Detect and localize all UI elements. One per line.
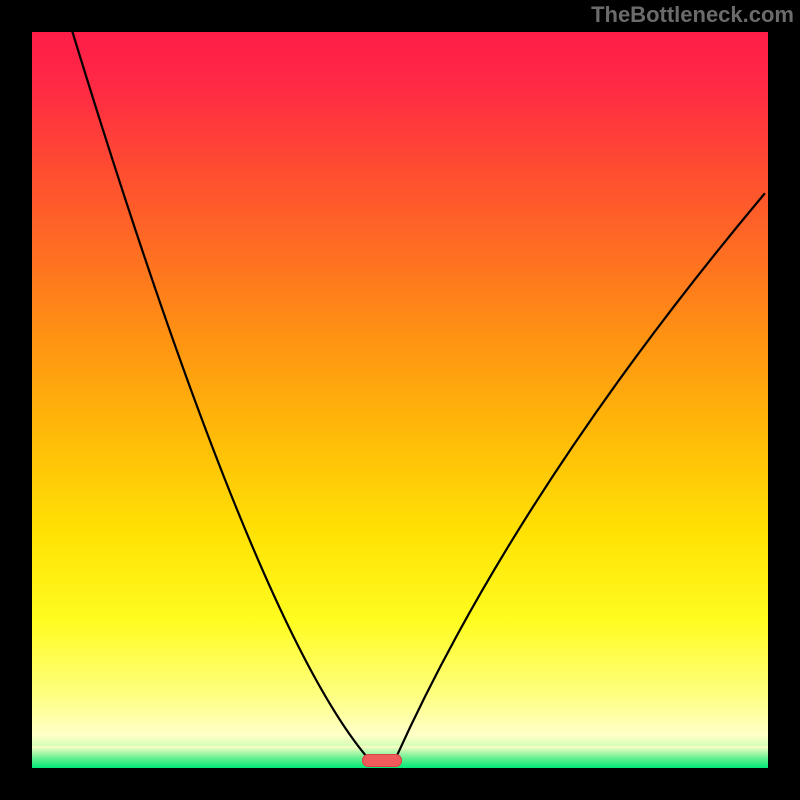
valley-marker — [362, 754, 402, 767]
bottleneck-curve — [32, 32, 768, 768]
chart-root: TheBottleneck.com — [0, 0, 800, 800]
watermark-text: TheBottleneck.com — [591, 2, 794, 28]
curve-path — [72, 32, 764, 757]
plot-area — [32, 32, 768, 768]
